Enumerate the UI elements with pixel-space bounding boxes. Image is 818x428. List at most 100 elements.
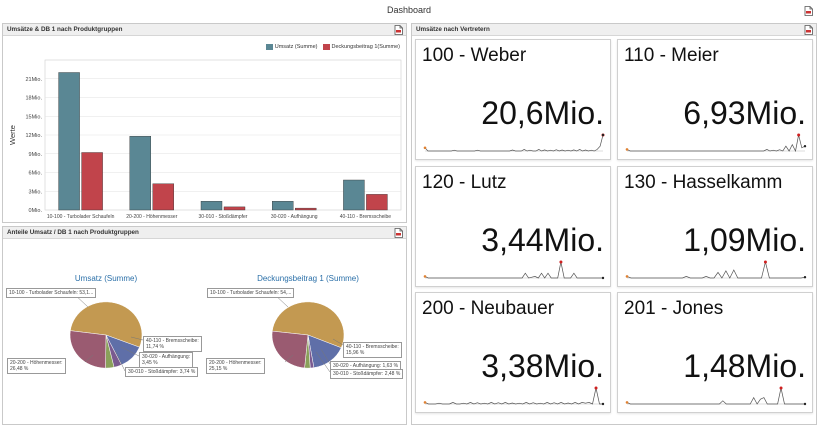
callout-label: 40-110 - Bremsscheibe: [146,338,199,344]
pie-charts-plot [69,292,345,373]
sparkline [625,260,807,279]
rep-name: 110 - Meier [624,45,719,66]
pie-left-callout-stossdaempfer: 30-010 - Stoßdämpfer: 3,74 % [125,367,199,377]
y-tick-label: 12Mio. [25,133,42,139]
pie-umsatz-slice [69,330,107,369]
sparkline-end-marker [803,276,807,279]
callout-leader [114,350,126,372]
legend-swatch-db1 [322,44,330,50]
callout-label: 20-200 - Höhenmesser: [209,360,262,366]
legend-label-db1: Deckungsbeitrag 1(Summe) [331,44,400,50]
bar-db1 [223,206,246,211]
dashboard-titlebar: Dashboard [0,0,818,22]
pie-chart-panel-title: Anteile Umsatz / DB 1 nach Produktgruppe… [7,229,139,236]
bar-chart-legend: Umsatz (Summe) Deckungsbeitrag 1(Summe) [265,44,400,50]
rep-name: 200 - Neubauer [422,298,555,319]
pie-right-callout-bremsscheibe: 40-110 - Bremsscheibe: 15,96 % [343,342,402,358]
bar-chart-panel-header: Umsätze & DB 1 nach Produktgruppen [3,24,406,36]
legend-item-umsatz[interactable]: Umsatz (Summe) [265,44,318,50]
callout-leader [130,336,144,341]
pie-left-callout-hoehenmesser: 20-200 - Höhenmesser: 26,48 % [7,358,66,374]
sparkline-start-marker [625,275,629,278]
sparkline-max-marker [594,386,598,390]
sparkline-max-marker [779,386,783,390]
sparkline-path [424,387,603,405]
rep-value: 3,44Mio. [481,222,604,258]
x-tick-label: 30-020 - Aufhängung [271,214,318,220]
callout-value: 11,74 % [146,344,164,350]
bar-chart-panel: Umsätze & DB 1 nach Produktgruppen Umsat… [2,23,407,223]
rep-tile-lutz[interactable]: 120 - Lutz 3,44Mio. [415,166,611,287]
rep-name: 120 - Lutz [422,172,507,193]
sparkline [423,260,605,280]
callout-value: 25,15 % [209,366,228,372]
rep-name: 130 - Hasselkamm [624,172,783,193]
bar-db1 [295,207,317,211]
callout-leader [315,351,331,373]
pie-chart-panel: Anteile Umsatz / DB 1 nach Produktgruppe… [2,226,407,425]
bar-chart-plot: 0Mio. 3Mio. 6Mio. 9Mio. 12Mio. 15Mio. 18Mio. 21… [8,59,402,220]
rep-tile-jones[interactable]: 201 - Jones 1,48Mio. [617,292,813,413]
pie-left-callout-aufhaengung: 30-020 - Aufhängung: 3,45 % [139,352,194,368]
sparkline [423,133,605,152]
bar-umsatz [272,201,294,211]
rep-tile-meier[interactable]: 110 - Meier 6,93Mio. [617,39,813,160]
sparkline-start-marker [423,275,427,278]
export-pdf-icon[interactable] [804,6,813,16]
sparkline-end-marker [601,133,605,137]
sparkline [423,386,605,406]
pie-umsatz-slice [70,301,143,348]
rep-value: 1,48Mio. [683,348,806,384]
y-tick-label: 15Mio. [25,114,42,120]
y-tick-label: 0Mio. [29,208,43,214]
pie-left-callout-turbolader: 10-100 - Turbolader Schaufeln: 53,1... [6,288,97,298]
x-tick-label: 10-100 - Turbolader Schaufeln [47,214,115,220]
callout-leader [120,346,140,357]
sparkline [625,133,807,153]
sparkline-start-marker [423,146,427,150]
rep-tile-neubauer[interactable]: 200 - Neubauer 3,38Mio. [415,292,611,413]
callout-label: 40-110 - Bremsscheibe: [346,344,399,350]
sparkline-path [626,261,806,279]
pie-right-title: Deckungsbeitrag 1 (Summe) [257,274,359,283]
legend-item-db1[interactable]: Deckungsbeitrag 1(Summe) [322,44,400,50]
sparkline-path [626,387,805,405]
sales-by-rep-panel-title: Umsätze nach Vertretern [416,26,490,33]
callout-label: 30-020 - Aufhängung: [142,354,191,360]
sparkline-end-marker [803,402,807,406]
callout-value: 3,45 % [142,360,158,366]
sparkline-end-marker [601,402,605,406]
pie-chart-panel-header: Anteile Umsatz / DB 1 nach Produktgruppe… [3,227,406,239]
y-tick-label: 9Mio. [29,152,43,158]
sparkline [625,386,807,406]
callout-leader [332,338,344,346]
sparkline-end-marker [601,276,605,280]
rep-name: 201 - Jones [624,298,724,319]
sparkline-path [424,134,604,152]
pie-left-callout-bremsscheibe: 40-110 - Bremsscheibe: 11,74 % [143,336,202,352]
sparkline-start-marker [625,148,629,151]
pie-right-callout-hoehenmesser: 20-200 - Höhenmesser: 25,15 % [206,358,265,374]
rep-tile-hasselkamm[interactable]: 130 - Hasselkamm 1,09Mio. [617,166,813,287]
bar-db1 [81,152,103,211]
bar-db1 [152,183,175,211]
sparkline-path [626,134,806,153]
callout-value: 15,96 % [346,350,365,356]
export-pdf-icon[interactable] [394,25,403,35]
export-pdf-icon[interactable] [394,228,403,238]
pie-db1-slice [271,330,309,369]
y-tick-label: 21Mio. [25,77,42,83]
sparkline-start-marker [423,401,427,404]
rep-tile-weber[interactable]: 100 - Weber 20,6Mio. [415,39,611,160]
bar-umsatz [343,179,365,211]
callout-leader [284,354,294,363]
sparkline-max-marker [559,260,563,264]
sparkline-start-marker [625,401,629,404]
bar-umsatz [129,136,152,211]
x-tick-label: 20-200 - Höhenmesser [126,214,177,220]
x-tick-label: 30-010 - Stoßdämpfer [199,214,248,220]
y-axis-label: Werte [8,125,17,145]
export-pdf-icon[interactable] [804,25,813,35]
rep-value: 6,93Mio. [683,95,806,131]
pie-left-title: Umsatz (Summe) [74,274,138,283]
